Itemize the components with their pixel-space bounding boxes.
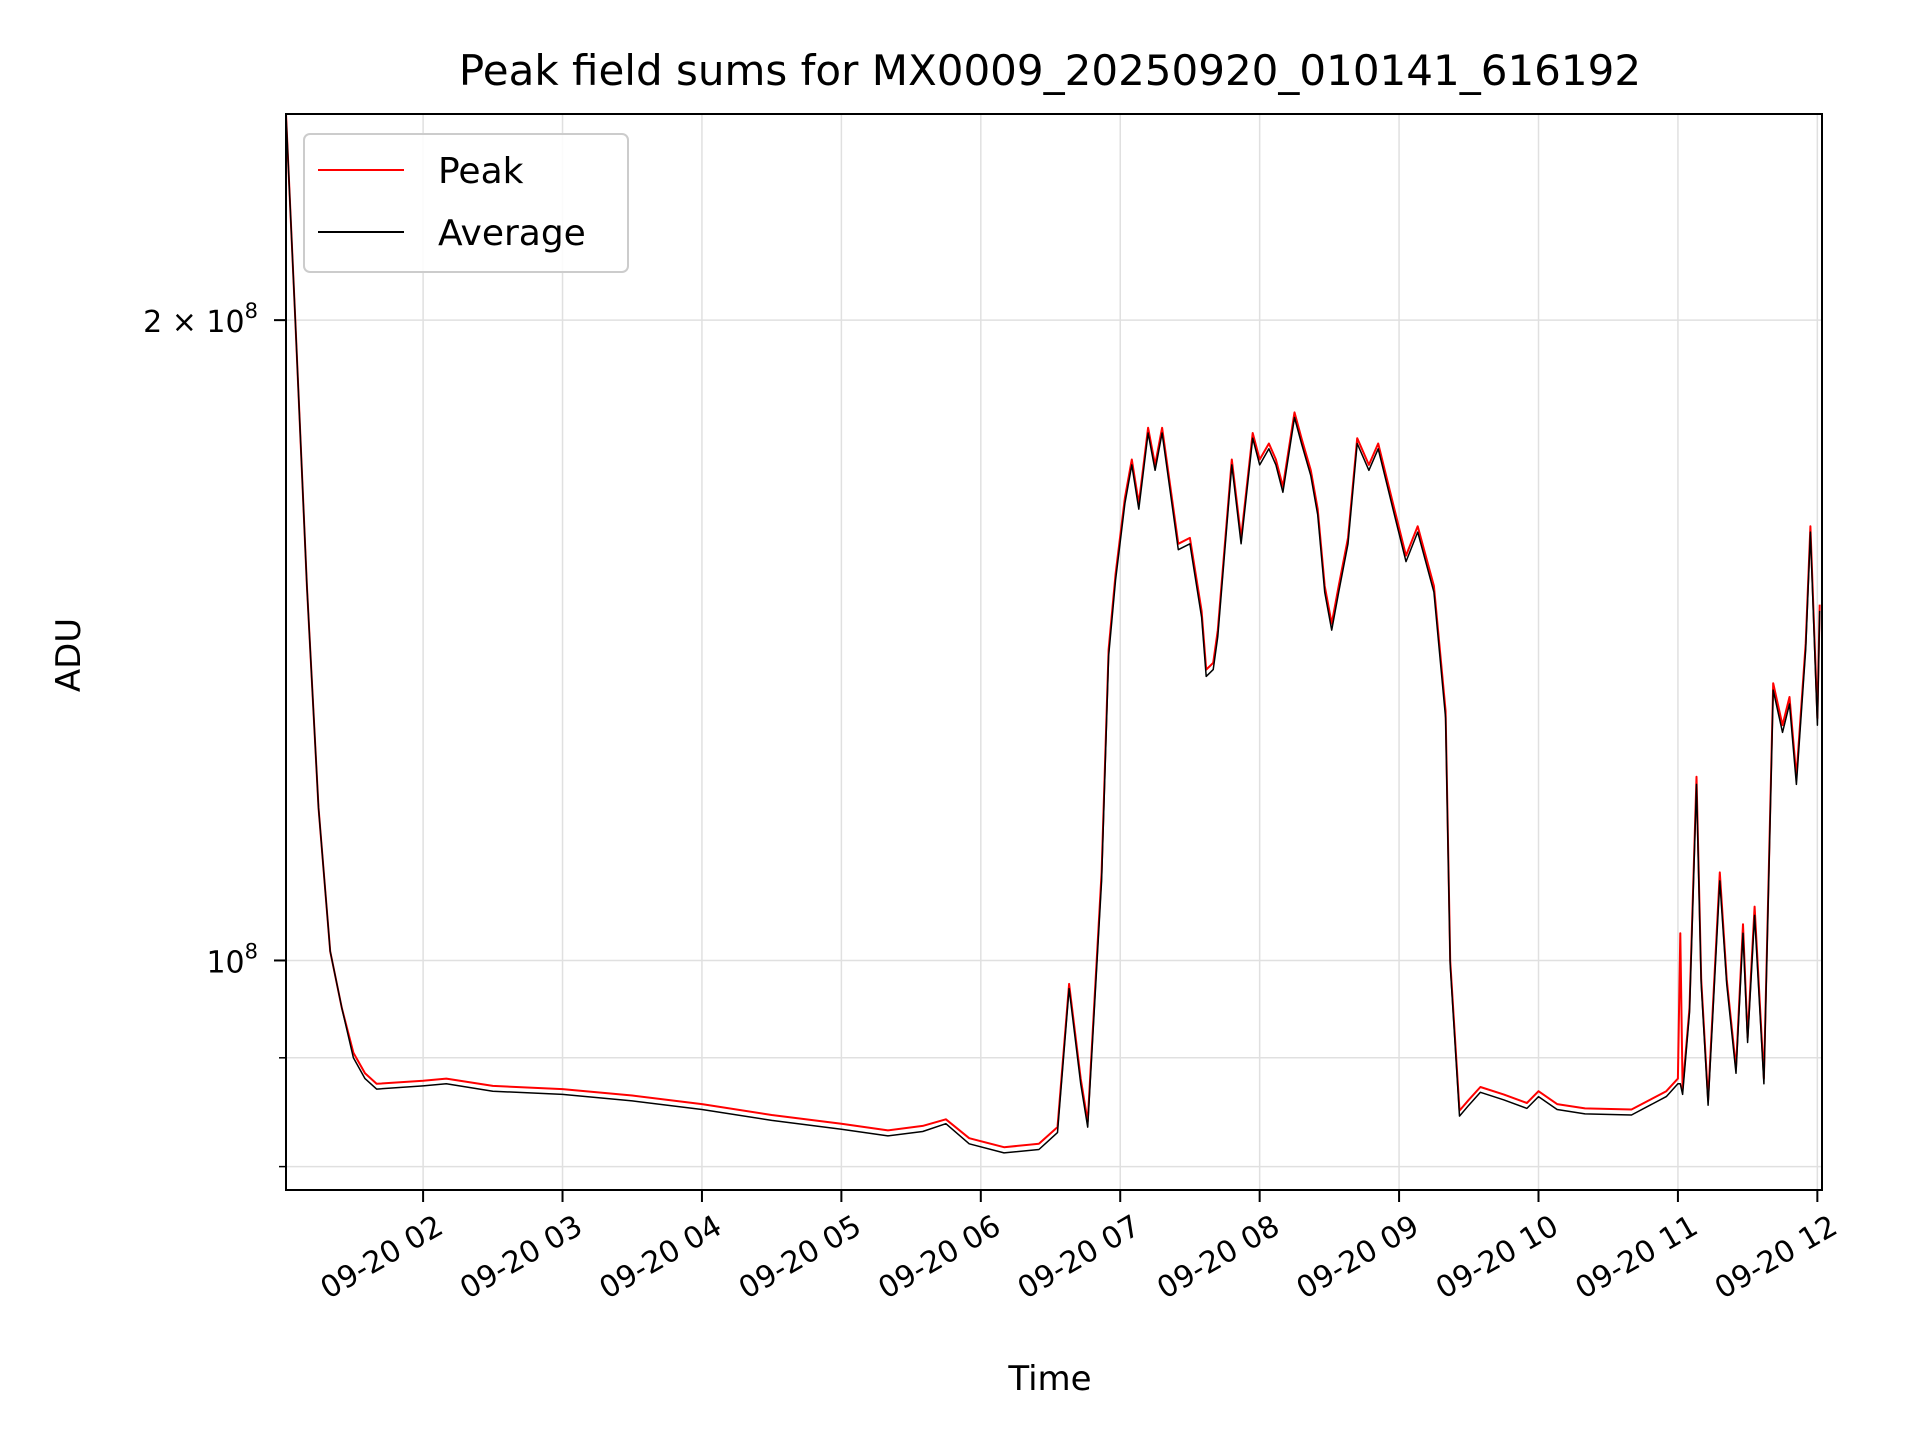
series-lines [286, 114, 1821, 1154]
legend-entry-peak: Peak [438, 151, 524, 192]
y-axis-label: ADU [49, 618, 89, 692]
legend-box [303, 133, 629, 273]
legend: Peak Average [303, 133, 629, 273]
y-tick-label: 108 [206, 939, 258, 980]
grid [286, 114, 1822, 1190]
y-tick-label: 2 × 108 [143, 299, 258, 340]
y-tick-base: 10 [206, 945, 244, 980]
y-tick-exponent: 8 [245, 939, 258, 963]
plot-frame [285, 113, 1823, 1191]
series-line-average [286, 114, 1821, 1154]
y-tick-base: 2 × 10 [143, 305, 244, 340]
x-axis-label: Time [1007, 1359, 1091, 1399]
legend-entry-average: Average [438, 213, 586, 254]
chart-title: Peak field sums for MX0009_20250920_0101… [459, 46, 1641, 95]
y-tick-exponent: 8 [245, 299, 258, 323]
